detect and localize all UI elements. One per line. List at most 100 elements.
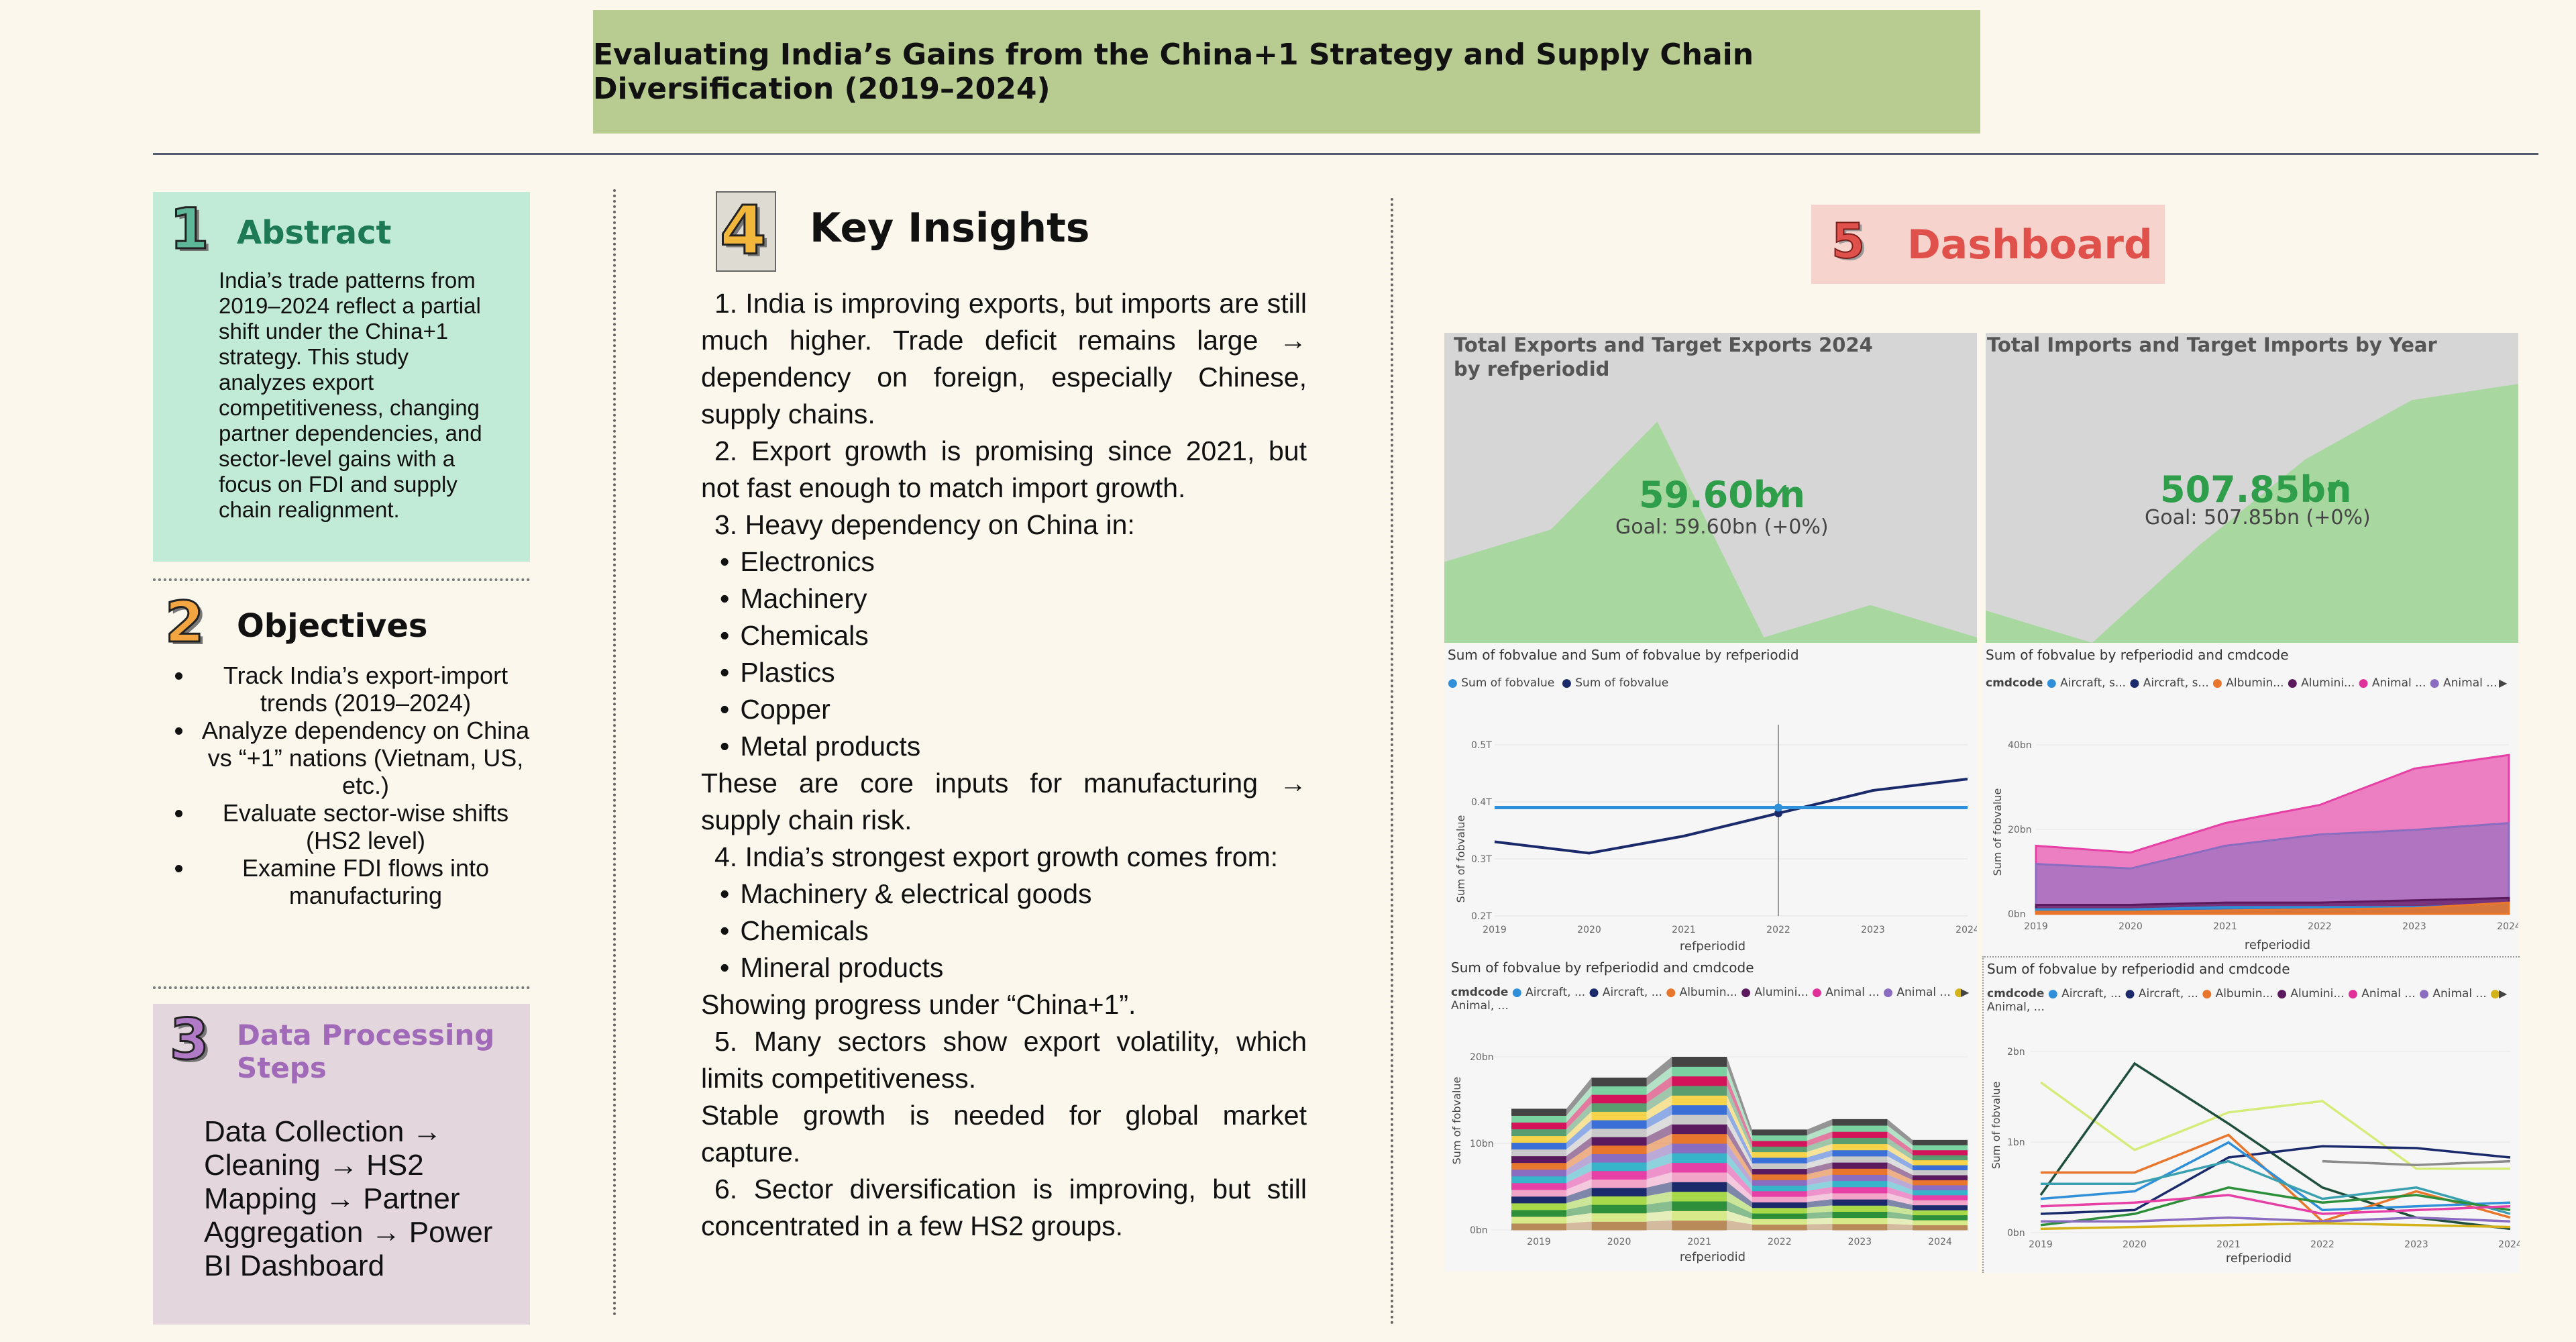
legend-next-icon[interactable]: ▶ — [1961, 987, 1970, 998]
ribbon-segment — [1752, 1224, 1807, 1231]
legend-label: cmdcode — [1986, 676, 2043, 690]
y-axis-label: Sum of fobvalue — [1450, 1077, 1463, 1165]
ribbon-band — [1646, 1076, 1672, 1103]
ribbon-band — [1727, 1172, 1752, 1202]
ribbon-band — [1727, 1162, 1752, 1197]
legend-item: Animal ... — [2443, 676, 2498, 690]
kpi-imports-card[interactable]: Total Imports and Target Imports by Year… — [1986, 333, 2518, 643]
ribbon-segment — [1832, 1192, 1888, 1200]
ribbon-segment — [1913, 1159, 1968, 1166]
legend-next-icon[interactable]: ▶ — [2499, 988, 2508, 1000]
ribbon-band — [1887, 1205, 1913, 1215]
x-tick-label: 2024 — [1955, 925, 1977, 935]
ribbon-segment — [1913, 1155, 1968, 1161]
ribbon-segment — [1591, 1187, 1647, 1197]
ribbon-band — [1887, 1162, 1913, 1180]
insight-line: 6. Sector diversification is improving, … — [701, 1174, 1307, 1241]
legend-item: Aircraft, s... — [2060, 676, 2127, 690]
ribbon-band — [1887, 1186, 1913, 1200]
ribbon-segment — [1913, 1165, 1968, 1171]
ribbon-segment — [1511, 1182, 1566, 1190]
list-item: Examine FDI flows into manufacturing — [195, 854, 537, 909]
list-item: Track India’s export-import trends (2019… — [195, 662, 537, 717]
legend-item: Animal ... — [1896, 986, 1951, 999]
insight-bullet: Chemicals — [701, 617, 1307, 654]
kpi-exports-card[interactable]: Total Exports and Target Exports 2024 by… — [1444, 333, 1977, 643]
ribbon-band — [1887, 1143, 1913, 1166]
ribbon-band — [1566, 1086, 1592, 1123]
y-tick-label: 0bn — [1470, 1225, 1488, 1236]
ribbon-band — [1727, 1115, 1752, 1169]
series-line — [1494, 778, 1968, 855]
ribbon-band — [1807, 1205, 1833, 1214]
ribbon-band — [1646, 1115, 1672, 1137]
ribbon-band — [1727, 1153, 1752, 1191]
ribbon-segment — [1832, 1211, 1888, 1219]
legend-item: Animal ... — [2432, 987, 2487, 1000]
legend-item: Alumini... — [2290, 987, 2345, 1000]
y-tick-label: 1bn — [2007, 1137, 2025, 1148]
ribbon-segment — [1913, 1225, 1968, 1231]
insight-line: 1. India is improving exports, but impor… — [701, 288, 1307, 429]
legend-item: Sum of fobvalue — [1575, 676, 1669, 690]
x-tick-label: 2024 — [1928, 1237, 1952, 1247]
ribbon-segment — [1591, 1162, 1647, 1172]
ribbon-chart-title: Sum of fobvalue by refperiodid and cmdco… — [1451, 960, 1754, 976]
ribbon-segment — [1511, 1108, 1566, 1116]
ribbon-band — [1566, 1212, 1592, 1223]
insight-bullet: Machinery & electrical goods — [701, 876, 1307, 913]
legend-item: Alumini... — [1754, 986, 1809, 999]
y-axis-label: Sum of fobvalue — [1991, 788, 2004, 876]
insight-bullet: Machinery — [701, 580, 1307, 617]
multiline-chart-card[interactable]: Sum of fobvalue by refperiodid and cmdco… — [1982, 956, 2520, 1273]
insight-bullet: Copper — [701, 691, 1307, 728]
x-tick-label: 2020 — [1577, 925, 1601, 935]
legend-label: cmdcode — [1987, 987, 2045, 1000]
y-tick-label: 10bn — [1470, 1139, 1494, 1149]
area-chart-legend: cmdcode ● Aircraft, s... ● Aircraft, s..… — [1986, 676, 2498, 690]
area-chart-title: Sum of fobvalue by refperiodid and cmdco… — [1986, 647, 2289, 663]
multiline-chart-legend: cmdcode ● Aircraft, ... ● Aircraft, ... … — [1987, 987, 2501, 1014]
ribbon-segment — [1672, 1095, 1727, 1106]
kpi-imports-goal: Goal: 507.85bn (+0%) — [2145, 506, 2371, 529]
ribbon-segment — [1752, 1140, 1807, 1147]
x-axis-label: refperiodid — [2245, 938, 2310, 952]
legend-next-icon[interactable]: ▶ — [2499, 678, 2508, 689]
ribbon-band — [1727, 1057, 1752, 1135]
ribbon-band — [1807, 1192, 1833, 1202]
ribbon-segment — [1752, 1157, 1807, 1164]
ribbon-segment — [1752, 1168, 1807, 1175]
ribbon-segment — [1672, 1115, 1727, 1125]
ribbon-band — [1727, 1220, 1752, 1230]
series-line — [2040, 1194, 2511, 1215]
series-line — [2040, 1145, 2511, 1215]
x-tick-label: 2023 — [1848, 1237, 1872, 1247]
ribbon-band — [1807, 1217, 1833, 1225]
line-chart-title: Sum of fobvalue and Sum of fobvalue by r… — [1448, 647, 1799, 663]
area-chart-card[interactable]: Sum of fobvalue by refperiodid and cmdco… — [1982, 644, 2518, 960]
legend-item: Aircraft, ... — [1602, 986, 1662, 999]
ribbon-band — [1807, 1131, 1833, 1147]
title-divider — [153, 153, 2538, 155]
ribbon-segment — [1672, 1172, 1727, 1182]
ribbon-band — [1646, 1153, 1672, 1171]
x-tick-label: 2020 — [2118, 921, 2143, 932]
ribbon-segment — [1511, 1129, 1566, 1137]
insights-list: 1. India is improving exports, but impor… — [701, 285, 1307, 1245]
y-tick-label: 20bn — [1470, 1052, 1494, 1063]
ribbon-band — [1566, 1145, 1592, 1170]
ribbon-chart-legend: cmdcode ● Aircraft, ... ● Aircraft, ... … — [1451, 986, 1965, 1013]
ribbon-segment — [1672, 1162, 1727, 1173]
legend-item: Aircraft, ... — [2138, 987, 2198, 1000]
ribbon-band — [1566, 1077, 1592, 1116]
ribbon-band — [1807, 1155, 1833, 1169]
legend-item: Animal, ... — [1451, 999, 1509, 1013]
section-number-5: 5 — [1831, 212, 1866, 270]
line-chart-card[interactable]: Sum of fobvalue and Sum of fobvalue by r… — [1444, 644, 1977, 960]
ribbon-segment — [1913, 1210, 1968, 1216]
ribbon-chart-card[interactable]: Sum of fobvalue by refperiodid and cmdco… — [1444, 956, 1977, 1272]
ribbon-segment — [1832, 1217, 1888, 1225]
ribbon-segment — [1752, 1196, 1807, 1202]
series-line — [2041, 1133, 2511, 1223]
ribbon-segment — [1511, 1189, 1566, 1197]
